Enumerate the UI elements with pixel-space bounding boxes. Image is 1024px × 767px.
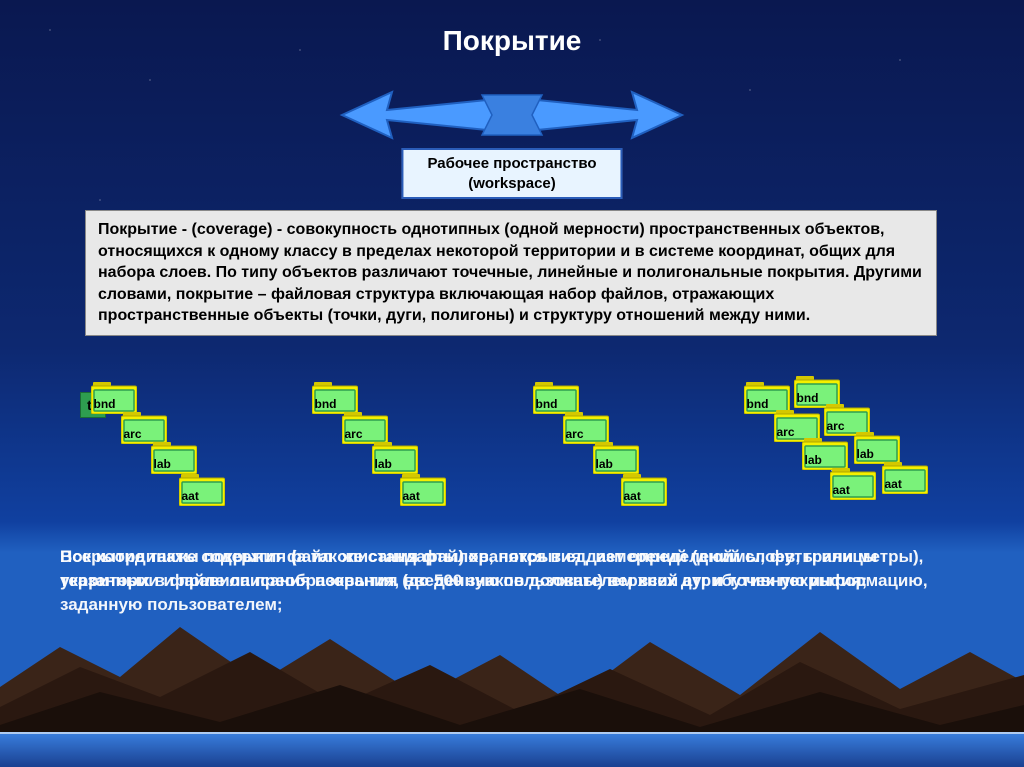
folder-lab: lab xyxy=(854,430,900,464)
folder-lab: lab xyxy=(802,436,848,470)
workspace-box: Рабочее пространство (workspace) xyxy=(401,148,622,199)
folder-bnd: bnd xyxy=(533,380,579,414)
water xyxy=(0,732,1024,767)
overlap-text: Все координаты покрытия (а так же станда… xyxy=(60,545,970,655)
folder-lab: lab xyxy=(372,440,418,474)
folder-clusters: bnd arc lab aat bnd arc lab aat bnd arc … xyxy=(0,380,1024,520)
cluster-4: bnd bnd arc arc lab lab aat aat xyxy=(734,380,954,520)
folder-aat: aat xyxy=(882,460,928,494)
cluster-1: bnd arc lab aat xyxy=(71,380,231,520)
folder-arc: arc xyxy=(563,410,609,444)
cluster-2: bnd arc lab aat xyxy=(292,380,452,520)
folder-bnd: bnd xyxy=(91,380,137,414)
folder-lab: lab xyxy=(593,440,639,474)
cluster-3: bnd arc lab aat xyxy=(513,380,673,520)
folder-bnd: bnd xyxy=(312,380,358,414)
banner-ribbon xyxy=(332,80,692,150)
folder-aat: aat xyxy=(400,472,446,506)
folder-aat: aat xyxy=(621,472,667,506)
workspace-line1: Рабочее пространство xyxy=(427,154,596,174)
page-title: Покрытие xyxy=(0,25,1024,57)
folder-aat: aat xyxy=(830,466,876,500)
folder-aat: aat xyxy=(179,472,225,506)
definition-box: Покрытие - (coverage) - совокупность одн… xyxy=(85,210,937,336)
folder-arc: arc xyxy=(121,410,167,444)
folder-arc: arc xyxy=(342,410,388,444)
overlap-layer-2: Покрытие также содержит файл описания фа… xyxy=(60,545,970,593)
workspace-line2: (workspace) xyxy=(427,174,596,194)
folder-lab: lab xyxy=(151,440,197,474)
